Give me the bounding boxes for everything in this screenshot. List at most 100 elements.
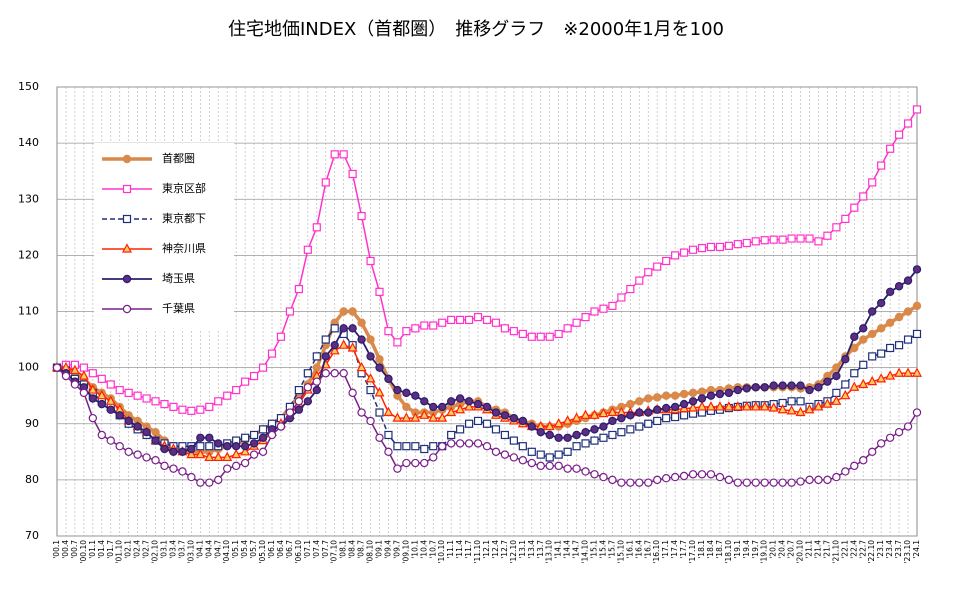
marker xyxy=(795,406,806,417)
x-tick-label: '18.1 xyxy=(697,540,706,559)
marker xyxy=(366,416,375,426)
marker xyxy=(518,442,527,451)
marker xyxy=(142,427,151,437)
x-tick-label: '18.10 xyxy=(724,540,733,564)
marker xyxy=(742,478,751,487)
marker xyxy=(61,371,71,381)
marker xyxy=(778,381,787,390)
marker xyxy=(653,416,662,426)
y-tick-label: 120 xyxy=(18,248,39,261)
marker xyxy=(312,363,321,372)
marker xyxy=(357,335,366,344)
legend-label: 埼玉県 xyxy=(162,271,195,285)
marker xyxy=(106,405,115,414)
marker xyxy=(912,301,922,311)
x-tick-label: '05.7 xyxy=(249,540,258,559)
marker xyxy=(545,430,554,440)
marker xyxy=(105,395,116,405)
marker xyxy=(859,360,868,369)
marker xyxy=(912,367,922,377)
x-tick-label: '01.7 xyxy=(106,540,115,559)
x-tick-label: '07.1 xyxy=(303,540,312,559)
x-tick-label: '10.1 xyxy=(410,540,419,559)
marker xyxy=(527,458,536,468)
marker xyxy=(661,473,671,483)
x-tick-label: '11.4 xyxy=(455,540,464,559)
marker xyxy=(267,430,277,440)
marker xyxy=(903,335,913,344)
y-tick-label: 90 xyxy=(25,417,39,430)
x-tick-label: '09.4 xyxy=(383,540,392,559)
marker xyxy=(79,388,89,398)
marker xyxy=(437,412,448,422)
marker xyxy=(590,436,599,445)
marker xyxy=(160,461,169,471)
marker xyxy=(122,214,132,224)
marker xyxy=(554,461,563,471)
marker xyxy=(679,471,689,481)
marker xyxy=(635,397,644,406)
marker xyxy=(868,307,877,316)
marker xyxy=(769,478,778,487)
x-tick-label: '08.4 xyxy=(348,540,357,559)
legend-label: 神奈川県 xyxy=(162,241,206,255)
x-tick-label: '15.7 xyxy=(607,540,616,559)
marker xyxy=(787,381,796,390)
marker xyxy=(518,416,528,426)
marker xyxy=(205,442,214,451)
marker xyxy=(321,335,330,344)
marker xyxy=(787,397,796,406)
marker xyxy=(626,411,635,420)
x-tick-label: '13.7 xyxy=(536,540,545,559)
marker xyxy=(276,332,286,341)
x-tick-label: '14.10 xyxy=(581,540,590,564)
marker xyxy=(769,381,778,390)
x-tick-label: '07.10 xyxy=(330,540,339,564)
marker xyxy=(787,478,796,487)
marker xyxy=(635,276,644,285)
marker xyxy=(339,324,348,333)
x-tick-label: '18.7 xyxy=(715,540,724,559)
marker xyxy=(823,475,832,485)
marker xyxy=(759,401,770,411)
marker xyxy=(877,161,886,170)
x-tick-label: '21.7 xyxy=(822,540,831,559)
marker xyxy=(894,427,904,437)
x-tick-label: '13.4 xyxy=(527,540,536,559)
marker xyxy=(545,453,554,462)
x-tick-label: '10.4 xyxy=(419,540,428,559)
marker xyxy=(599,472,608,482)
marker xyxy=(688,245,698,254)
marker xyxy=(303,369,312,378)
marker xyxy=(402,442,411,451)
marker xyxy=(598,407,609,418)
marker xyxy=(724,388,734,398)
marker xyxy=(312,377,321,386)
marker xyxy=(339,150,348,159)
marker xyxy=(187,444,196,454)
marker xyxy=(859,335,868,344)
marker xyxy=(635,408,644,417)
marker xyxy=(653,475,662,485)
marker xyxy=(402,388,411,398)
x-tick-label: '14.4 xyxy=(563,540,572,559)
marker xyxy=(850,332,859,341)
marker xyxy=(240,458,250,468)
marker xyxy=(195,448,206,459)
marker xyxy=(294,397,304,406)
marker xyxy=(178,447,187,457)
marker xyxy=(178,405,187,414)
marker xyxy=(705,401,716,411)
marker xyxy=(599,433,608,442)
marker xyxy=(876,439,886,448)
marker xyxy=(787,234,796,243)
marker xyxy=(330,369,339,378)
x-tick-label: '13.1 xyxy=(518,540,527,559)
marker xyxy=(813,401,824,411)
marker xyxy=(122,184,132,194)
marker xyxy=(419,409,430,419)
marker xyxy=(814,475,823,485)
marker xyxy=(590,470,599,479)
marker xyxy=(160,400,169,409)
marker xyxy=(751,383,760,392)
